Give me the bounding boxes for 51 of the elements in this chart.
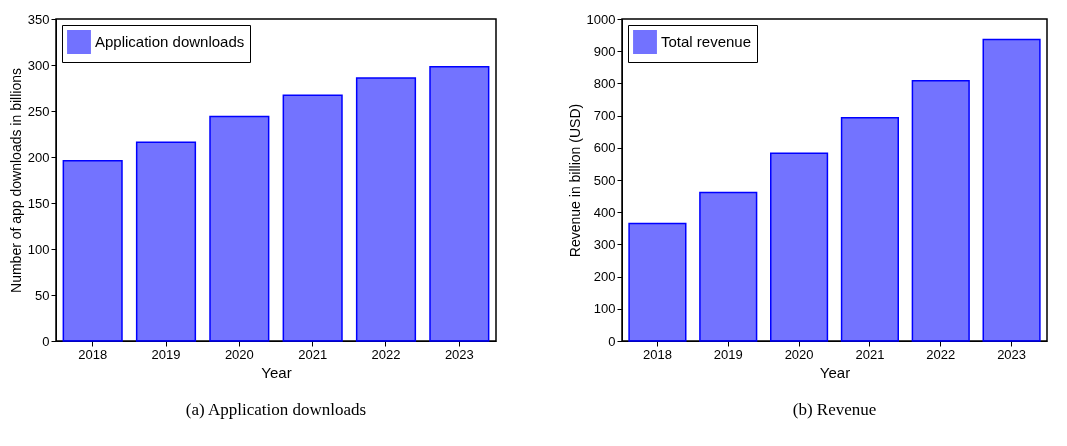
x-tick-label: 2022 (926, 346, 956, 362)
y-tick-label: 500 (593, 172, 616, 188)
x-tick-label: 2021 (298, 346, 328, 362)
y-tick-label: 1000 (586, 11, 616, 27)
y-tick-label: 200 (593, 269, 616, 285)
bar (911, 80, 970, 342)
y-tick-label: 100 (593, 301, 616, 317)
x-tick-label: 2023 (997, 346, 1027, 362)
y-tick-label: 250 (27, 103, 50, 119)
y-tick-label: 150 (27, 195, 50, 211)
text: (b) Revenue (792, 400, 877, 419)
bar (982, 38, 1041, 342)
bar (840, 117, 899, 342)
bar (209, 115, 270, 342)
x-tick-label: 2020 (224, 346, 254, 362)
text: (a) Application downloads (185, 400, 367, 419)
x-tick-label: 2020 (784, 346, 814, 362)
x-tick-label: 2018 (78, 346, 108, 362)
bar (135, 141, 197, 342)
bar (429, 66, 490, 342)
legend-label: Total revenue (661, 33, 752, 50)
y-tick-label: 400 (593, 204, 616, 220)
y-tick-label: 700 (593, 108, 616, 124)
y-tick-label: 900 (593, 43, 616, 59)
y-tick-label: 300 (27, 57, 50, 73)
x-tick-label: 2019 (713, 346, 743, 362)
bar (628, 222, 687, 342)
bar (699, 191, 758, 342)
x-axis-title: Year (819, 363, 851, 381)
y-tick-label: 800 (593, 75, 616, 91)
y-tick-label: 600 (593, 140, 616, 156)
y-tick-label: 0 (42, 333, 50, 349)
x-tick-label: 2019 (151, 346, 181, 362)
y-tick-label: 200 (27, 149, 50, 165)
x-axis-title: Year (261, 363, 292, 381)
x-tick-label: 2021 (855, 346, 885, 362)
y-tick-label: 300 (593, 236, 616, 252)
bar (770, 152, 829, 342)
bar (282, 94, 343, 342)
legend-label: Application downloads (95, 33, 245, 50)
bar (355, 77, 417, 342)
y-tick-label: 350 (27, 11, 50, 27)
x-tick-label: 2018 (642, 346, 672, 362)
y-axis-title: Number of app downloads in billions (7, 68, 24, 293)
x-tick-label: 2023 (444, 346, 474, 362)
y-tick-label: 100 (27, 241, 50, 257)
y-tick-label: 0 (608, 333, 616, 349)
x-tick-label: 2022 (371, 346, 401, 362)
y-tick-label: 50 (35, 287, 50, 303)
y-axis-title: Revenue in billion (USD) (566, 103, 583, 258)
bar (62, 159, 123, 342)
